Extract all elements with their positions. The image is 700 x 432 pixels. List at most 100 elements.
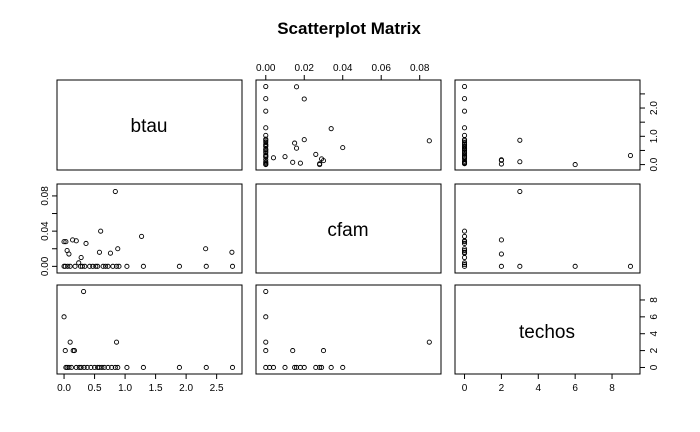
data-point-techos-cfam xyxy=(461,263,468,269)
y-tick-label-techos: 4 xyxy=(649,331,660,337)
y-tick-label-cfam: 0.00 xyxy=(40,256,51,276)
x-tick-label-cfam: 0.06 xyxy=(371,63,391,74)
data-point-btau-techos xyxy=(203,364,209,371)
data-point-btau-techos xyxy=(99,364,105,371)
data-point-btau-cfam xyxy=(83,240,89,247)
data-point-btau-cfam xyxy=(229,249,235,255)
data-point-techos-btau xyxy=(461,96,468,102)
panel-techos-vs-btau xyxy=(454,79,641,171)
data-point-cfam-techos xyxy=(319,364,325,371)
data-point-techos-cfam xyxy=(498,237,504,243)
data-point-cfam-btau xyxy=(328,126,334,132)
data-point-btau-techos xyxy=(71,348,77,354)
data-point-btau-cfam xyxy=(98,228,104,234)
data-point-techos-cfam xyxy=(461,247,468,254)
data-point-btau-techos xyxy=(76,364,82,371)
variable-label-cfam: cfam xyxy=(327,220,368,241)
data-point-btau-techos xyxy=(78,364,84,371)
data-point-cfam-btau xyxy=(270,155,277,161)
data-point-btau-techos xyxy=(101,364,107,371)
data-point-cfam-btau xyxy=(293,145,300,151)
data-point-btau-techos xyxy=(84,364,90,371)
data-point-btau-techos xyxy=(61,314,67,320)
data-point-cfam-btau xyxy=(292,140,298,146)
data-point-cfam-techos xyxy=(263,288,269,295)
data-point-btau-cfam xyxy=(115,246,121,252)
data-point-btau-cfam xyxy=(229,263,236,269)
data-point-cfam-btau xyxy=(426,138,432,144)
data-point-btau-cfam xyxy=(124,263,130,269)
data-point-btau-cfam xyxy=(110,263,116,269)
data-point-btau-cfam xyxy=(96,249,102,255)
data-point-cfam-btau xyxy=(263,152,269,158)
x-tick-label-btau: 2.5 xyxy=(210,383,224,394)
y-tick-label-btau: 1.0 xyxy=(649,129,660,143)
chart-title: Scatterplot Matrix xyxy=(277,19,421,38)
data-point-btau-cfam xyxy=(176,263,182,269)
data-point-techos-cfam xyxy=(461,262,468,268)
x-tick-label-techos: 0 xyxy=(462,383,468,394)
x-tick-label-cfam: 0.02 xyxy=(295,63,315,74)
data-point-cfam-btau xyxy=(263,108,269,114)
data-point-btau-cfam xyxy=(61,239,67,245)
data-point-btau-techos xyxy=(105,364,111,371)
data-point-btau-cfam xyxy=(79,263,85,269)
data-point-btau-cfam xyxy=(203,263,209,269)
data-point-cfam-techos xyxy=(263,314,269,320)
data-point-btau-cfam xyxy=(87,263,93,269)
data-point-techos-cfam xyxy=(461,260,468,266)
data-point-techos-btau xyxy=(572,162,578,168)
data-point-cfam-btau xyxy=(263,136,269,142)
data-point-btau-cfam xyxy=(78,254,84,261)
data-point-cfam-btau xyxy=(263,160,269,166)
data-point-techos-cfam xyxy=(461,240,468,247)
data-point-cfam-techos xyxy=(301,364,307,371)
data-point-btau-cfam xyxy=(116,263,122,269)
data-point-cfam-techos xyxy=(426,339,432,345)
data-point-techos-btau xyxy=(498,157,504,163)
data-point-cfam-btau xyxy=(301,96,307,102)
data-point-btau-techos xyxy=(113,339,120,345)
data-point-btau-techos xyxy=(73,364,79,371)
panel-cfam-label xyxy=(255,183,442,274)
panel-btau-vs-cfam xyxy=(56,183,243,274)
data-point-btau-techos xyxy=(92,364,98,371)
x-tick-label-btau: 1.0 xyxy=(118,383,132,394)
y-tick-label-btau: 2.0 xyxy=(649,101,660,115)
x-tick-label-cfam: 0.00 xyxy=(256,63,276,74)
panel-cfam-vs-techos xyxy=(255,284,442,375)
x-tick-label-techos: 4 xyxy=(536,383,542,394)
y-tick-label-techos: 2 xyxy=(649,347,660,353)
y-tick-label-btau: 0.0 xyxy=(649,157,660,171)
data-point-btau-cfam xyxy=(140,263,146,269)
y-tick-label-cfam: 0.08 xyxy=(40,186,51,206)
data-point-cfam-techos xyxy=(320,348,327,354)
data-point-cfam-techos xyxy=(292,364,298,371)
x-tick-label-techos: 2 xyxy=(499,383,505,394)
data-point-cfam-btau xyxy=(263,139,269,145)
data-point-techos-btau xyxy=(461,125,468,131)
data-point-techos-btau xyxy=(461,151,468,157)
data-point-cfam-btau xyxy=(319,156,325,162)
data-point-cfam-btau xyxy=(293,84,300,90)
data-point-cfam-btau xyxy=(263,96,269,102)
data-point-btau-techos xyxy=(176,364,182,371)
data-point-btau-techos xyxy=(140,364,146,371)
data-point-btau-cfam xyxy=(107,250,113,256)
axes-layer: 0.0 0.5 1.0 1.5 2.0 2.50.00 0.02 0.04 0.06 0.080 2… xyxy=(40,63,660,394)
data-point-techos-btau xyxy=(461,143,468,149)
data-point-btau-cfam xyxy=(62,263,68,269)
data-point-btau-cfam xyxy=(82,263,88,269)
data-point-techos-cfam xyxy=(461,233,468,239)
data-point-techos-cfam xyxy=(461,254,468,261)
data-point-btau-cfam xyxy=(139,233,145,239)
x-tick-label-btau: 2.0 xyxy=(179,383,193,394)
data-point-cfam-techos xyxy=(290,348,296,354)
data-point-cfam-btau xyxy=(340,145,346,151)
panel-btau-label xyxy=(56,79,243,171)
data-point-techos-btau xyxy=(461,139,468,146)
data-point-cfam-btau xyxy=(301,137,307,143)
data-point-cfam-techos xyxy=(263,339,269,345)
data-point-techos-btau xyxy=(461,132,468,139)
data-point-btau-techos xyxy=(96,364,102,371)
